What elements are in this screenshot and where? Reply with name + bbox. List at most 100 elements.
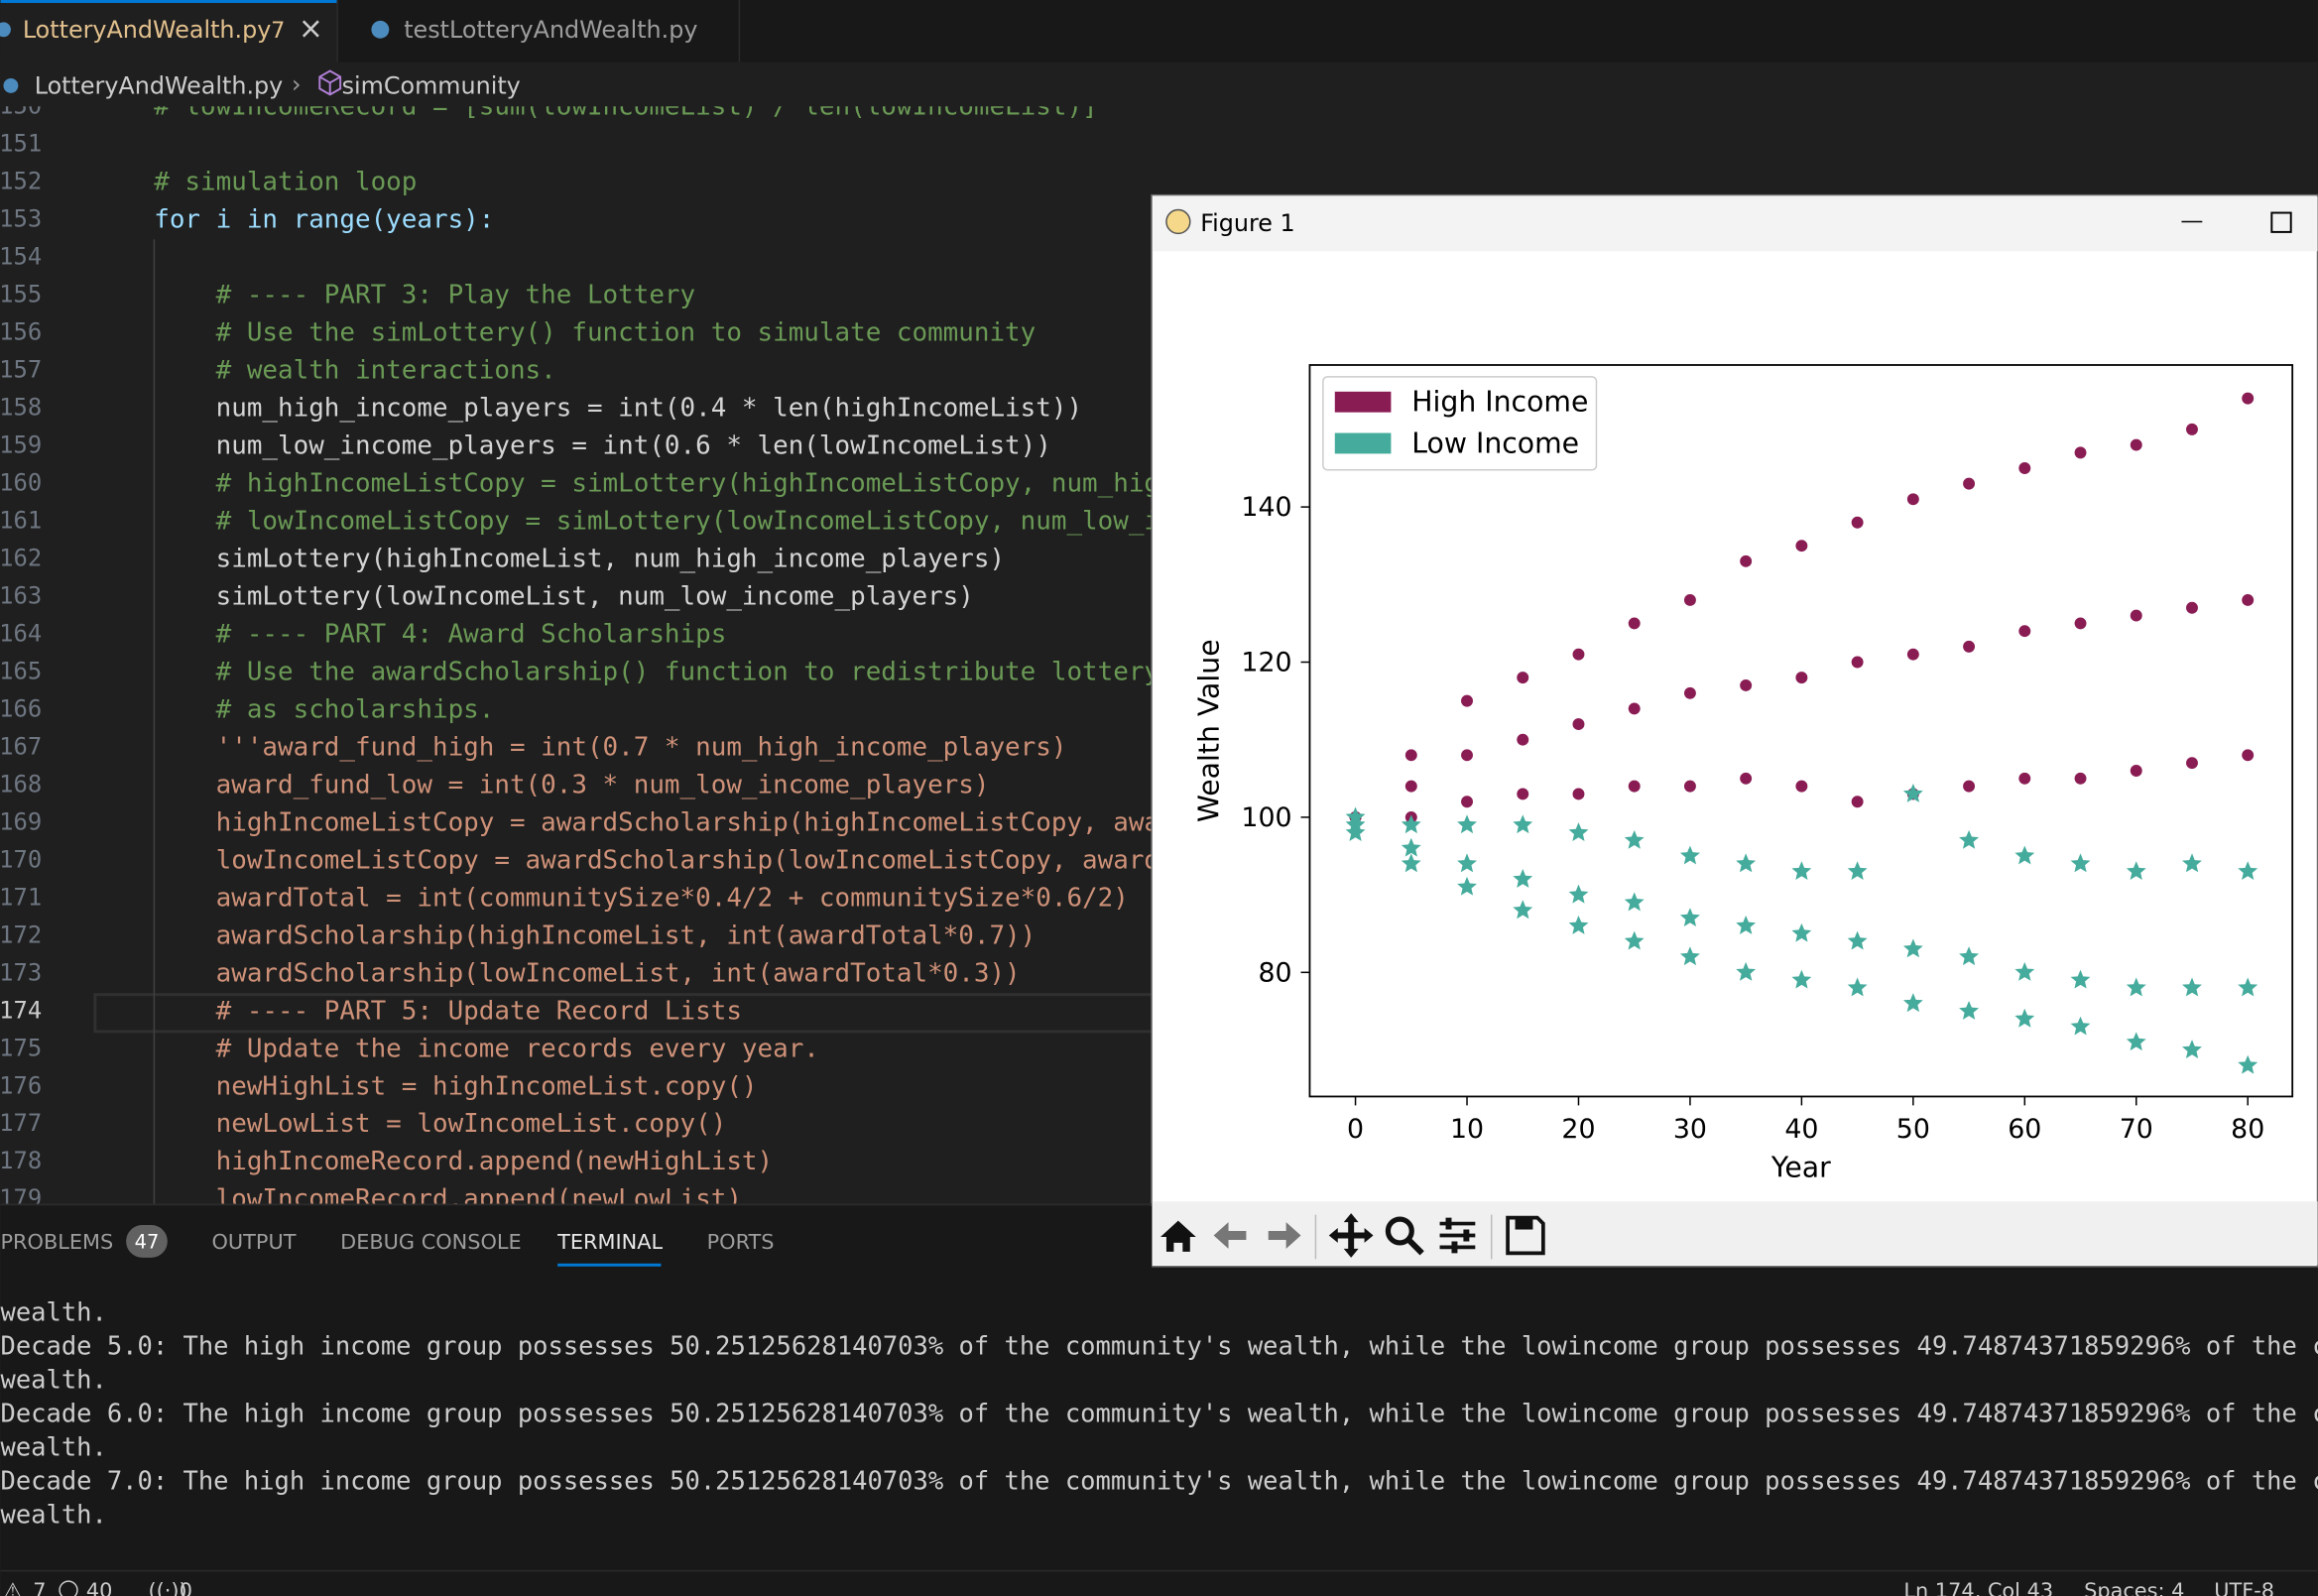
point xyxy=(1461,796,1473,808)
point xyxy=(1851,796,1864,808)
code-line: # Use the simLottery() function to simul… xyxy=(92,317,1036,347)
terminal-line: wealth. xyxy=(0,1297,106,1327)
terminal-line: wealth. xyxy=(0,1365,106,1395)
point xyxy=(2074,446,2087,459)
x-axis-label: Year xyxy=(1770,1151,1831,1183)
star-point xyxy=(1624,892,1645,912)
line-number: 171 xyxy=(0,883,42,911)
status-item[interactable]: 40 xyxy=(86,1579,113,1596)
star-point xyxy=(1679,946,1700,966)
code-line: award_fund_low = int(0.3 * num_low_incom… xyxy=(92,770,990,799)
symbol-icon xyxy=(318,69,342,96)
line-number: 176 xyxy=(0,1071,42,1099)
point xyxy=(1683,780,1696,793)
code-line: # ---- PART 5: Update Record Lists xyxy=(92,996,742,1026)
window-titlebar xyxy=(1153,196,2318,252)
panel-tab[interactable]: PORTS xyxy=(707,1230,775,1254)
panel-tab[interactable]: DEBUG CONSOLE xyxy=(340,1230,522,1254)
line-number: 177 xyxy=(0,1109,42,1137)
panel-tab[interactable]: TERMINAL xyxy=(556,1230,663,1254)
line-number: 155 xyxy=(0,280,42,307)
terminal-line: Decade 7.0: The high income group posses… xyxy=(0,1466,2318,1496)
star-point xyxy=(2238,977,2258,997)
star-point xyxy=(2070,1016,2091,1036)
x-tick-label: 40 xyxy=(1784,1114,1818,1145)
save-button[interactable] xyxy=(1506,1215,1545,1256)
code-line: # lowIncomeListCopy = simLottery(lowInco… xyxy=(92,506,1175,536)
code-line: num_high_income_players = int(0.4 * len(… xyxy=(92,393,1082,423)
legend-swatch xyxy=(1334,391,1392,413)
star-point xyxy=(1457,876,1477,896)
terminal: wealth. Decade 5.0: The high income group… xyxy=(0,1297,2318,1530)
status-item[interactable]: Ln 174, Col 43 xyxy=(1903,1579,2053,1596)
code-line: simLottery(lowIncomeList, num_low_income… xyxy=(92,581,974,611)
code-line: # Update the income records every year. xyxy=(92,1034,819,1063)
point xyxy=(2018,772,2031,785)
line-number: 161 xyxy=(0,506,42,534)
axes-frame xyxy=(1308,364,2294,1098)
line-number: 173 xyxy=(0,958,42,986)
zoom-button[interactable] xyxy=(1385,1216,1414,1246)
status-item[interactable]: 7 xyxy=(33,1579,46,1596)
x-tick-label: 60 xyxy=(2008,1114,2041,1145)
code-line: newLowList = lowIncomeList.copy() xyxy=(92,1109,726,1139)
tab-badge: 7 xyxy=(271,18,285,44)
star-point xyxy=(2238,1054,2258,1074)
code-line: # as scholarships. xyxy=(92,694,495,724)
active-tab[interactable] xyxy=(0,0,338,62)
star-point xyxy=(1736,915,1757,934)
pan-button[interactable] xyxy=(1328,1213,1374,1258)
line-number: 158 xyxy=(0,393,42,421)
star-point xyxy=(2070,853,2091,873)
line-number: 160 xyxy=(0,468,42,496)
panel-tab[interactable]: PROBLEMS xyxy=(0,1230,113,1254)
breadcrumb-item[interactable]: simCommunity xyxy=(342,71,521,99)
star-point xyxy=(1568,884,1589,904)
point xyxy=(1628,702,1641,715)
star-point xyxy=(2126,1032,2146,1051)
point xyxy=(2186,601,2198,614)
panel-tab[interactable]: OUTPUT xyxy=(212,1230,297,1254)
tab-label[interactable]: LotteryAndWealth.py xyxy=(23,16,272,44)
star-point xyxy=(1624,930,1645,950)
point xyxy=(1461,749,1473,762)
line-number: 157 xyxy=(0,355,42,383)
home-button[interactable] xyxy=(1159,1220,1196,1252)
terminal-line: wealth. xyxy=(0,1432,106,1462)
info-icon xyxy=(59,1580,78,1596)
point xyxy=(2018,625,2031,638)
star-point xyxy=(1457,853,1477,873)
python-icon xyxy=(3,77,19,93)
python-icon xyxy=(0,22,11,38)
tab-close[interactable]: × xyxy=(299,11,323,46)
breadcrumb-item[interactable]: LotteryAndWealth.py xyxy=(35,71,284,99)
line-number: 159 xyxy=(0,430,42,458)
star-point xyxy=(2014,961,2035,981)
line-number: 169 xyxy=(0,807,42,835)
point xyxy=(2130,765,2142,777)
status-item[interactable]: Spaces: 4 xyxy=(2084,1579,2184,1596)
y-axis-label: Wealth Value xyxy=(1193,639,1226,822)
star-point xyxy=(1791,969,1812,989)
point xyxy=(1963,780,1976,793)
active-tab-indicator xyxy=(0,0,338,3)
y-tick-label: 80 xyxy=(1258,957,1291,988)
zoom-button-handle xyxy=(1406,1237,1424,1256)
point xyxy=(1963,640,1976,653)
status-item[interactable]: 0 xyxy=(180,1579,192,1596)
x-tick-label: 30 xyxy=(1673,1114,1707,1145)
forward-button[interactable] xyxy=(1268,1222,1301,1249)
maximize-button[interactable] xyxy=(2270,211,2292,233)
point xyxy=(1851,516,1864,529)
star-point xyxy=(1679,845,1700,865)
star-point xyxy=(1959,1001,1980,1020)
tab-label[interactable]: testLotteryAndWealth.py xyxy=(404,16,697,44)
code-line: for i in range(years): xyxy=(92,204,495,234)
back-button[interactable] xyxy=(1213,1222,1247,1249)
panel-tab-indicator xyxy=(557,1263,662,1267)
star-point xyxy=(1568,822,1589,842)
point xyxy=(1404,780,1417,793)
line-number: 172 xyxy=(0,921,42,948)
point xyxy=(2186,757,2198,770)
status-item[interactable]: UTF-8 xyxy=(2214,1579,2274,1596)
